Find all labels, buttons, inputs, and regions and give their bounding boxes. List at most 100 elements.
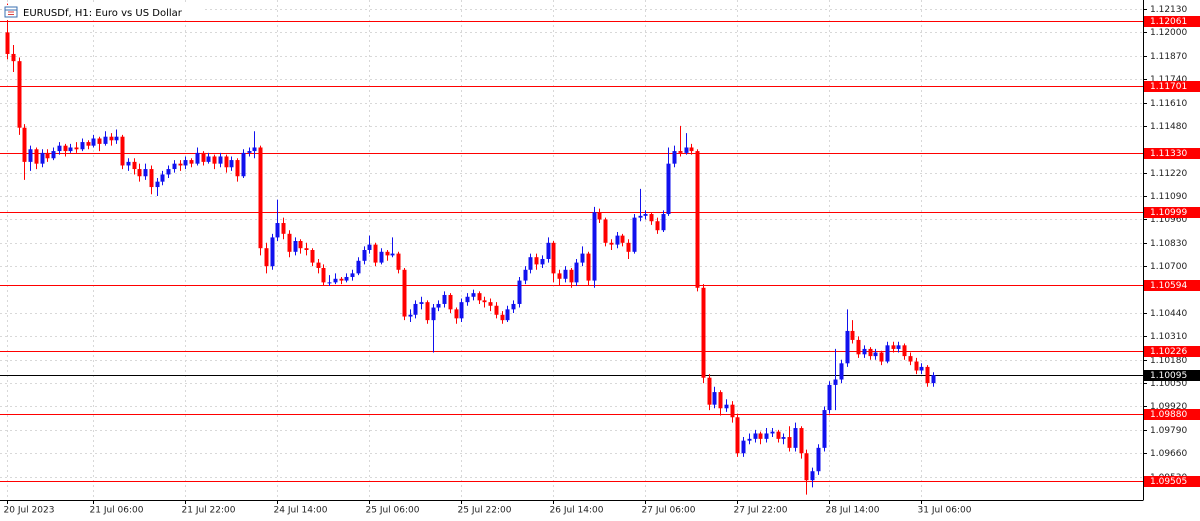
y-tick-label: 1.10180 bbox=[1150, 356, 1187, 366]
level-label: 1.09505 bbox=[1150, 477, 1187, 487]
candle-body bbox=[839, 363, 844, 380]
candle-body bbox=[385, 251, 390, 256]
candle-body bbox=[212, 156, 217, 164]
candle-body bbox=[891, 345, 896, 349]
y-tick-label: 1.10050 bbox=[1150, 379, 1187, 389]
candle-body bbox=[327, 282, 332, 284]
x-tick-label: 28 Jul 14:00 bbox=[826, 506, 880, 516]
candle-body bbox=[505, 309, 510, 321]
candle-body bbox=[534, 257, 539, 265]
candle-body bbox=[5, 32, 10, 54]
candle-body bbox=[609, 242, 614, 245]
level-box bbox=[1144, 280, 1200, 291]
level-box bbox=[1144, 81, 1200, 92]
candle-body bbox=[850, 330, 855, 340]
candle-body bbox=[183, 160, 188, 166]
candle-body bbox=[678, 151, 683, 153]
candle-body bbox=[247, 151, 252, 153]
candle-body bbox=[74, 147, 79, 150]
candle-body bbox=[540, 258, 545, 265]
candle-body bbox=[120, 136, 125, 166]
y-tick-label: 1.11740 bbox=[1150, 75, 1187, 85]
candle-body bbox=[34, 149, 39, 164]
candle-body bbox=[11, 53, 16, 62]
y-tick-label: 1.12130 bbox=[1150, 5, 1187, 15]
candle-body bbox=[569, 269, 574, 283]
y-tick-label: 1.11220 bbox=[1150, 169, 1187, 179]
candle-body bbox=[822, 410, 827, 448]
candle-body bbox=[189, 160, 194, 164]
candle-body bbox=[787, 437, 792, 448]
candle-body bbox=[350, 273, 355, 277]
candle-body bbox=[402, 269, 407, 317]
level-box bbox=[1144, 148, 1200, 159]
candle-body bbox=[799, 428, 804, 454]
candle-body bbox=[22, 127, 27, 162]
level-box bbox=[1144, 409, 1200, 420]
candle-body bbox=[431, 307, 436, 321]
candle-body bbox=[17, 61, 22, 128]
candle-body bbox=[684, 147, 689, 153]
chart-title: EURUSDf, H1: Euro vs US Dollar bbox=[23, 8, 183, 19]
candle-body bbox=[804, 453, 809, 481]
candle-body bbox=[264, 248, 269, 267]
candle-body bbox=[201, 152, 206, 162]
candle-body bbox=[868, 348, 873, 357]
candle-body bbox=[528, 257, 533, 270]
candle-body bbox=[908, 356, 913, 362]
candle-body bbox=[97, 138, 102, 144]
candle-body bbox=[396, 253, 401, 270]
candle-layer bbox=[5, 3, 936, 495]
candle-body bbox=[425, 302, 430, 321]
candle-body bbox=[523, 269, 528, 281]
candle-body bbox=[310, 250, 315, 263]
level-box bbox=[1144, 207, 1200, 218]
candle-body bbox=[275, 223, 280, 238]
candle-body bbox=[655, 221, 660, 231]
level-label: 1.11330 bbox=[1150, 149, 1187, 159]
candle-body bbox=[178, 163, 183, 166]
level-label: 1.10999 bbox=[1150, 208, 1187, 218]
y-tick-label: 1.10830 bbox=[1150, 239, 1187, 249]
candle-body bbox=[896, 345, 901, 349]
x-tick-label: 25 Jul 06:00 bbox=[366, 506, 420, 516]
candle-body bbox=[925, 366, 930, 384]
candle-body bbox=[563, 269, 568, 279]
candle-body bbox=[764, 433, 769, 439]
candle-body bbox=[166, 169, 171, 175]
candle-body bbox=[304, 248, 309, 250]
x-tick-label: 21 Jul 22:00 bbox=[182, 506, 236, 516]
candle-body bbox=[132, 161, 137, 170]
candle-body bbox=[632, 217, 637, 252]
x-tick-label: 27 Jul 06:00 bbox=[642, 506, 696, 516]
candle-body bbox=[902, 345, 907, 357]
candle-body bbox=[701, 287, 706, 378]
candle-body bbox=[149, 169, 154, 188]
candle-body bbox=[137, 169, 142, 177]
y-tick-label: 1.10700 bbox=[1150, 262, 1187, 272]
candle-body bbox=[235, 160, 240, 177]
y-tick-label: 1.10960 bbox=[1150, 215, 1187, 225]
y-tick-label: 1.09660 bbox=[1150, 449, 1187, 459]
candle-body bbox=[695, 151, 700, 288]
candle-body bbox=[63, 145, 68, 152]
candle-body bbox=[229, 160, 234, 168]
candle-body bbox=[155, 181, 160, 188]
x-tick-label: 21 Jul 06:00 bbox=[90, 506, 144, 516]
candle-body bbox=[298, 241, 303, 249]
candle-body bbox=[689, 147, 694, 152]
candle-body bbox=[827, 384, 832, 411]
candle-body bbox=[408, 314, 413, 317]
level-label: 1.11701 bbox=[1150, 82, 1187, 92]
candle-body bbox=[344, 276, 349, 281]
candle-body bbox=[316, 262, 321, 268]
y-tick-label: 1.11610 bbox=[1150, 99, 1187, 109]
candle-body bbox=[666, 163, 671, 215]
current-price-label: 1.10095 bbox=[1150, 371, 1187, 381]
x-tick-label: 20 Jul 2023 bbox=[4, 506, 55, 516]
candle-body bbox=[477, 293, 482, 301]
candle-body bbox=[413, 303, 418, 315]
candle-body bbox=[781, 437, 786, 439]
candle-body bbox=[574, 262, 579, 283]
